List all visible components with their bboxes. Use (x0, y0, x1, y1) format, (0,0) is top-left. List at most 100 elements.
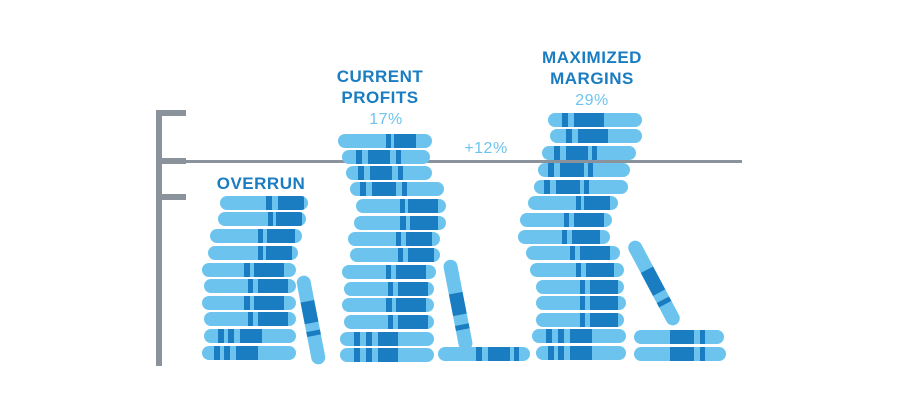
maximized-margins-book (550, 129, 642, 143)
book-band (267, 229, 295, 243)
book-band (394, 134, 416, 148)
book-band (592, 146, 597, 160)
gauge-tick-low (156, 194, 186, 200)
book-band (584, 180, 589, 194)
maximized-margins-book (548, 113, 642, 127)
book-band (656, 296, 672, 308)
current-profits-book (344, 282, 434, 296)
book-band (562, 230, 567, 244)
book-band (276, 212, 302, 226)
book-band (406, 232, 432, 246)
book-band (268, 212, 273, 226)
maximized-margins-book (526, 246, 620, 260)
book-band (640, 266, 666, 296)
threshold-line (162, 160, 742, 163)
book-band (366, 332, 372, 346)
book-band (254, 263, 284, 277)
book-band (358, 166, 364, 180)
book-band (514, 347, 519, 361)
maximized-margins-book (536, 280, 624, 294)
book-band (488, 347, 510, 361)
gauge-scale (156, 110, 742, 366)
book-band (546, 329, 552, 343)
book-band (400, 216, 406, 230)
book-band (584, 196, 610, 210)
maximized-margins-book (520, 213, 612, 227)
current-profits-book (344, 315, 434, 329)
current-profits-book (340, 348, 434, 362)
overrun-book (218, 212, 306, 226)
current-profits-book (348, 232, 440, 246)
book-band (388, 282, 393, 296)
book-band (574, 113, 604, 127)
book-band (370, 166, 392, 180)
book-band (396, 298, 426, 312)
book-band (580, 296, 585, 310)
overrun-book (202, 296, 296, 310)
book-band (354, 348, 360, 362)
book-band (306, 329, 321, 338)
maximized-margins-book (528, 196, 618, 210)
book-band (372, 182, 396, 196)
book-band (670, 330, 694, 344)
book-band (408, 248, 434, 262)
book-band (248, 312, 253, 326)
maximized-margins-book (542, 146, 636, 160)
book-band (388, 315, 393, 329)
overrun-book (204, 329, 296, 343)
book-band (580, 313, 585, 327)
maximized-margins-percent: 29% (575, 92, 609, 109)
book-band (572, 230, 600, 244)
current-profits-book (342, 265, 436, 279)
book-band (258, 279, 288, 293)
book-band (248, 279, 253, 293)
book-band (236, 346, 258, 360)
current-profits-percent: 17% (369, 111, 403, 128)
book-band (588, 163, 593, 177)
current-profits-book (350, 248, 440, 262)
book-band (300, 300, 319, 325)
book-band (244, 296, 250, 310)
book-band (410, 216, 438, 230)
book-band (258, 229, 263, 243)
book-band (400, 199, 405, 213)
book-band (560, 163, 584, 177)
book-band (562, 113, 568, 127)
book-band (580, 280, 585, 294)
gauge-spine (156, 110, 162, 366)
book-band (396, 232, 401, 246)
overrun-book (202, 346, 296, 360)
book-band (548, 163, 554, 177)
book-band (378, 348, 398, 362)
book-band (258, 246, 263, 260)
book-band (556, 180, 580, 194)
current-profits-book (356, 199, 446, 213)
book-band (586, 263, 614, 277)
book-band (396, 265, 426, 279)
book-band (566, 146, 588, 160)
current-profits-book (338, 134, 432, 148)
margin-gain-label: +12% (464, 140, 508, 157)
book-band (576, 196, 581, 210)
book-band (554, 146, 560, 160)
current-profits-label: CURRENT PROFITS (336, 67, 424, 107)
book-band (570, 346, 592, 360)
book-band (386, 298, 392, 312)
book-band (398, 248, 403, 262)
book-band (402, 182, 407, 196)
current-profits-book (342, 150, 430, 164)
overrun-book (204, 312, 296, 326)
book-band (240, 329, 262, 343)
book-band (700, 330, 705, 344)
book-band (224, 346, 230, 360)
book-cover (338, 134, 432, 148)
book-band (576, 263, 581, 277)
book-band (574, 213, 604, 227)
current-profits-book (346, 166, 432, 180)
maximized-margins-book (634, 347, 726, 361)
maximized-margins-book (532, 329, 626, 343)
current-profits-book (340, 332, 434, 346)
maximized-margins-book (518, 230, 610, 244)
book-band (558, 329, 564, 343)
book-band (258, 312, 288, 326)
